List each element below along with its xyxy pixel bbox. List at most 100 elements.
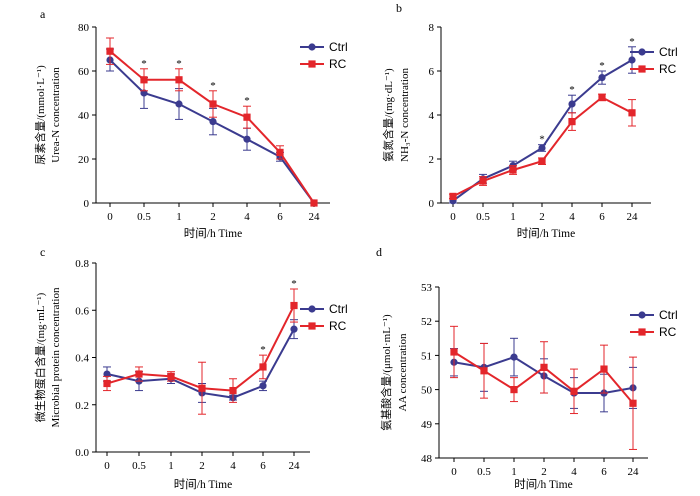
legend-item-rc: RC bbox=[630, 62, 677, 76]
legend-marker bbox=[308, 305, 316, 313]
legend-marker bbox=[308, 43, 316, 51]
x-tick-label: 4 bbox=[244, 211, 250, 223]
x-tick-label: 4 bbox=[571, 466, 577, 478]
x-tick-label: 1 bbox=[510, 211, 516, 223]
x-tick-label: 2 bbox=[210, 211, 216, 223]
series-rc bbox=[106, 37, 318, 207]
series-rc bbox=[450, 325, 637, 450]
significance-marker: * bbox=[210, 80, 216, 92]
significance-marker: * bbox=[629, 36, 635, 48]
series-rc bbox=[449, 93, 636, 200]
y-tick-label: 51 bbox=[421, 350, 432, 362]
data-point bbox=[103, 370, 111, 378]
x-tick-label: 0 bbox=[107, 211, 113, 223]
x-tick-label: 24 bbox=[309, 211, 321, 223]
y-tick-label: 53 bbox=[421, 282, 433, 294]
data-point bbox=[628, 109, 636, 117]
significance-marker: * bbox=[244, 95, 250, 107]
data-point bbox=[209, 118, 217, 126]
y-tick-label: 0.8 bbox=[75, 258, 89, 270]
data-point bbox=[103, 379, 111, 388]
y-tick-label: 60 bbox=[78, 66, 90, 78]
data-point bbox=[290, 325, 298, 333]
data-point bbox=[538, 144, 546, 152]
data-point bbox=[106, 47, 114, 55]
legend-item-ctrl: Ctrl bbox=[630, 45, 678, 59]
series-rc bbox=[103, 288, 298, 415]
x-tick-label: 0 bbox=[104, 460, 110, 472]
y-axis-label-cn: 氨氮含量/(mg·dL⁻¹) bbox=[381, 68, 395, 162]
x-tick-label: 2 bbox=[199, 460, 205, 472]
data-point bbox=[600, 365, 608, 373]
data-point bbox=[450, 348, 458, 356]
y-tick-label: 52 bbox=[421, 316, 432, 328]
y-tick-label: 49 bbox=[421, 419, 433, 431]
data-point bbox=[229, 386, 237, 395]
data-point bbox=[540, 363, 548, 371]
x-tick-label: 24 bbox=[289, 460, 301, 472]
significance-marker: * bbox=[291, 278, 297, 290]
legend-label: Ctrl bbox=[329, 302, 348, 316]
x-axis-label: 时间/h Time bbox=[174, 478, 232, 491]
significance-marker: * bbox=[176, 58, 182, 70]
y-axis-label-en: Urea-N concentration bbox=[50, 67, 62, 163]
x-tick-label: 24 bbox=[627, 211, 639, 223]
y-tick-label: 20 bbox=[78, 154, 90, 166]
y-tick-label: 4 bbox=[429, 110, 435, 122]
significance-marker: * bbox=[569, 84, 575, 96]
data-point bbox=[598, 74, 606, 82]
x-axis-label: 时间/h Time bbox=[514, 478, 572, 491]
data-point bbox=[290, 301, 298, 310]
x-tick-label: 1 bbox=[511, 466, 517, 478]
significance-marker: * bbox=[539, 134, 545, 146]
x-tick-label: 6 bbox=[260, 460, 266, 472]
legend-item-ctrl: Ctrl bbox=[300, 40, 348, 54]
y-tick-label: 2 bbox=[429, 154, 435, 166]
y-tick-label: 0.4 bbox=[75, 353, 89, 365]
x-tick-label: 6 bbox=[277, 211, 283, 223]
x-tick-label: 2 bbox=[539, 211, 545, 223]
x-tick-label: 2 bbox=[541, 466, 547, 478]
x-axis-label: 时间/h Time bbox=[517, 227, 575, 240]
data-point bbox=[629, 399, 637, 407]
x-axis-label: 时间/h Time bbox=[184, 227, 242, 240]
data-point bbox=[570, 387, 578, 395]
data-point bbox=[510, 386, 518, 394]
data-point bbox=[276, 148, 284, 156]
data-point bbox=[175, 76, 183, 84]
data-point bbox=[209, 100, 217, 108]
data-point bbox=[167, 372, 175, 380]
data-point bbox=[449, 192, 457, 200]
y-axis-label-cn: 尿素含量/(mmol·L⁻¹) bbox=[33, 65, 47, 165]
data-point bbox=[175, 100, 183, 108]
legend-item-rc: RC bbox=[630, 325, 677, 339]
panel-letter: b bbox=[396, 1, 402, 15]
series-line bbox=[106, 305, 295, 392]
y-tick-label: 6 bbox=[429, 66, 435, 78]
y-axis-label-en: Microbial protein concentration bbox=[50, 287, 62, 427]
y-tick-label: 40 bbox=[78, 110, 90, 122]
data-point bbox=[598, 93, 606, 101]
y-tick-label: 8 bbox=[429, 22, 435, 34]
y-tick-label: 0 bbox=[84, 198, 90, 210]
x-tick-label: 6 bbox=[599, 211, 605, 223]
legend-label: Ctrl bbox=[329, 40, 348, 54]
data-point bbox=[538, 157, 546, 165]
legend-marker bbox=[638, 65, 646, 73]
x-tick-label: 0 bbox=[451, 466, 457, 478]
data-point bbox=[259, 382, 267, 390]
y-tick-label: 80 bbox=[78, 22, 90, 34]
data-point bbox=[479, 177, 487, 185]
legend-label: RC bbox=[659, 325, 677, 339]
y-axis-label-en: AA concentration bbox=[397, 333, 409, 411]
data-point bbox=[243, 135, 251, 143]
y-tick-label: 0.0 bbox=[75, 447, 89, 459]
x-tick-label: 1 bbox=[176, 211, 182, 223]
x-tick-label: 6 bbox=[601, 466, 607, 478]
significance-marker: * bbox=[599, 60, 605, 72]
legend-marker bbox=[638, 328, 646, 336]
data-point bbox=[135, 370, 143, 378]
legend-label: RC bbox=[659, 62, 677, 76]
